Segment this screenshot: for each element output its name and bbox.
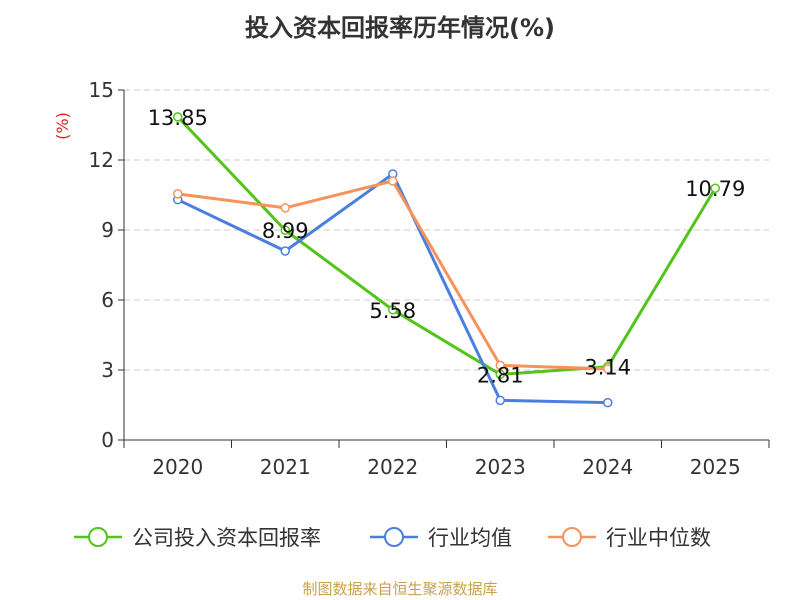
x-tick-label: 2020: [152, 455, 203, 479]
legend-label: 公司投入资本回报率: [132, 526, 321, 550]
data-label: 5.58: [369, 299, 416, 323]
x-tick-label: 2023: [475, 455, 526, 479]
chart-title: 投入资本回报率历年情况(%): [245, 14, 555, 42]
data-label: 8.99: [262, 219, 309, 243]
data-point: [603, 397, 613, 408]
data-point: [280, 225, 290, 235]
legend-label: 行业均值: [428, 526, 512, 550]
y-axis-label: (%): [53, 112, 72, 140]
legend: 公司投入资本回报率 行业均值 行业中位数: [74, 526, 711, 550]
series-line: [176, 115, 717, 376]
legend-label: 行业中位数: [606, 526, 711, 550]
y-tick-label: 3: [101, 358, 114, 382]
data-point: [280, 203, 290, 213]
series-lines: [173, 112, 720, 408]
data-point: [603, 364, 613, 374]
grid-lines: [124, 89, 769, 371]
x-tick-label: 2025: [690, 455, 741, 479]
series-line: [177, 179, 608, 371]
x-tick-label: 2024: [582, 455, 633, 479]
legend-marker: [384, 527, 404, 547]
source-note: 制图数据来自恒生聚源数据库: [302, 580, 498, 598]
data-point: [173, 189, 183, 199]
y-tick-label: 9: [101, 218, 114, 242]
data-label: 13.85: [148, 106, 208, 130]
data-label: 3.14: [584, 356, 631, 380]
y-tick-label: 15: [89, 78, 114, 102]
data-label: 10.79: [685, 177, 745, 201]
data-point: [388, 176, 398, 186]
x-tick-label: 2021: [260, 455, 311, 479]
legend-marker: [88, 527, 108, 547]
chart-area: 0 3 6 9 12 15 2020 2021 2022 2023 2024 2025 (%) 13.8…: [53, 78, 770, 550]
y-tick-label: 6: [101, 288, 114, 312]
y-tick-label: 12: [89, 148, 114, 172]
legend-marker: [562, 527, 582, 547]
data-point: [495, 369, 505, 380]
data-point: [280, 246, 290, 256]
y-tick-label: 0: [101, 428, 114, 452]
data-point: [710, 183, 720, 193]
axes: 0 3 6 9 12 15 2020 2021 2022 2023 2024 2025 (%): [53, 78, 770, 479]
x-tick-label: 2022: [367, 455, 418, 479]
data-point: [173, 112, 183, 122]
data-point: [388, 305, 398, 315]
data-point: [495, 395, 505, 406]
series-line: [177, 172, 608, 405]
data-point: [495, 360, 505, 371]
data-label: 2.81: [477, 363, 524, 387]
data-labels: 13.85 8.99 5.58 2.81 3.14 10.79: [148, 106, 746, 388]
